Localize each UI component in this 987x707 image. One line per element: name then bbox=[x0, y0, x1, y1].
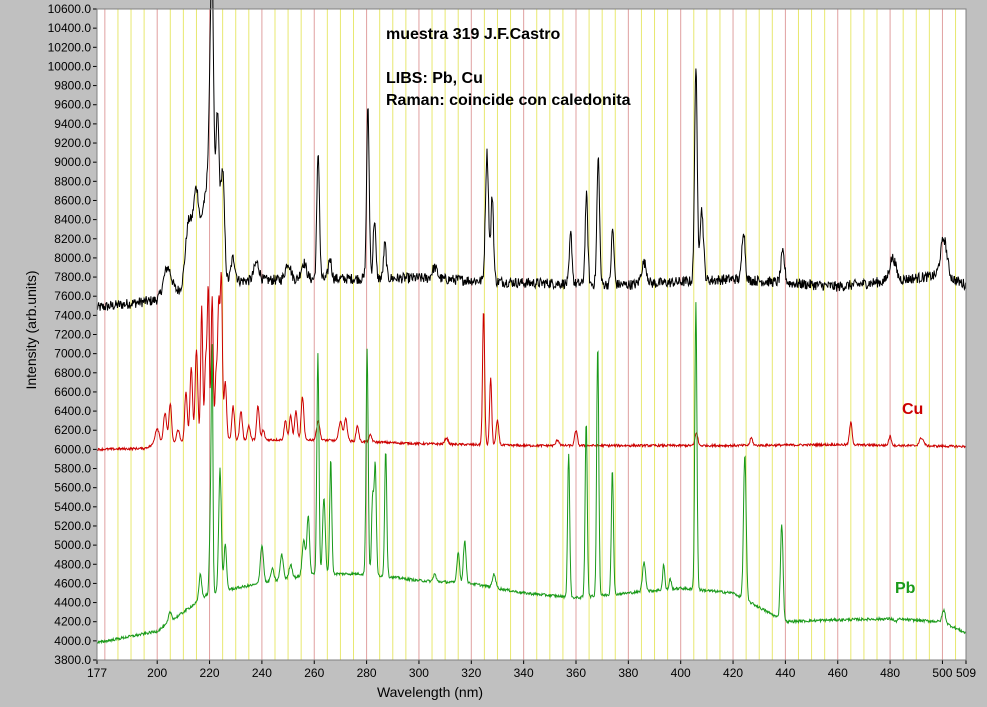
x-tick-label: 300 bbox=[409, 666, 429, 680]
y-tick-label: 5200.0 bbox=[54, 519, 91, 533]
x-axis-label: Wavelength (nm) bbox=[377, 684, 483, 700]
y-tick-label: 5400.0 bbox=[54, 500, 91, 514]
series-label-cu: Cu bbox=[902, 401, 923, 418]
y-axis-label: Intensity (arb.units) bbox=[23, 270, 39, 389]
y-tick-label: 6600.0 bbox=[54, 385, 91, 399]
series-label-pb: Pb bbox=[895, 580, 916, 597]
y-tick-label: 7000.0 bbox=[54, 347, 91, 361]
x-tick-label: 320 bbox=[461, 666, 481, 680]
annotation-libs: LIBS: Pb, Cu bbox=[386, 70, 483, 87]
y-tick-label: 9200.0 bbox=[54, 136, 91, 150]
y-tick-label: 10600.0 bbox=[48, 2, 92, 16]
y-tick-label: 7400.0 bbox=[54, 308, 91, 322]
y-tick-label: 10000.0 bbox=[48, 59, 92, 73]
y-tick-label: 5600.0 bbox=[54, 481, 91, 495]
y-tick-label: 8400.0 bbox=[54, 213, 91, 227]
y-tick-label: 9800.0 bbox=[54, 79, 91, 93]
x-tick-label: 380 bbox=[618, 666, 638, 680]
x-tick-label: 509 bbox=[956, 666, 976, 680]
y-tick-label: 5800.0 bbox=[54, 462, 91, 476]
y-tick-label: 9000.0 bbox=[54, 155, 91, 169]
y-tick-label: 8600.0 bbox=[54, 193, 91, 207]
x-tick-label: 340 bbox=[514, 666, 534, 680]
y-tick-label: 6400.0 bbox=[54, 404, 91, 418]
y-tick-label: 8800.0 bbox=[54, 174, 91, 188]
x-tick-label: 460 bbox=[828, 666, 848, 680]
y-tick-label: 8000.0 bbox=[54, 251, 91, 265]
series-lines bbox=[96, 0, 967, 645]
y-tick-label: 7200.0 bbox=[54, 328, 91, 342]
y-tick-label: 4600.0 bbox=[54, 576, 91, 590]
x-tick-label: 420 bbox=[723, 666, 743, 680]
x-axis-ticks: 177 200 220 240 260 280 300 320 340 360 380 400 420 4… bbox=[87, 660, 976, 680]
y-tick-label: 4800.0 bbox=[54, 557, 91, 571]
y-axis-ticks: 3800.0 4000.0 4200.0 4400.0 4600.0 4800.0 5000… bbox=[48, 2, 97, 667]
x-tick-label: 360 bbox=[566, 666, 586, 680]
x-tick-label: 440 bbox=[775, 666, 795, 680]
y-tick-label: 7800.0 bbox=[54, 270, 91, 284]
y-tick-label: 9400.0 bbox=[54, 117, 91, 131]
annotation-sample: muestra 319 J.F.Castro bbox=[386, 26, 561, 43]
series-line-1 bbox=[96, 271, 967, 452]
x-tick-label: 480 bbox=[880, 666, 900, 680]
series-line-2 bbox=[96, 302, 967, 645]
y-tick-label: 8200.0 bbox=[54, 232, 91, 246]
x-tick-label: 200 bbox=[147, 666, 167, 680]
series-line-0 bbox=[96, 0, 967, 311]
y-tick-label: 5000.0 bbox=[54, 538, 91, 552]
y-tick-label: 4200.0 bbox=[54, 615, 91, 629]
y-tick-label: 6800.0 bbox=[54, 366, 91, 380]
y-tick-label: 9600.0 bbox=[54, 98, 91, 112]
x-tick-label: 240 bbox=[252, 666, 272, 680]
plot-area bbox=[97, 9, 966, 660]
y-tick-label: 3800.0 bbox=[54, 653, 91, 667]
y-tick-label: 7600.0 bbox=[54, 289, 91, 303]
x-tick-label: 260 bbox=[304, 666, 324, 680]
y-tick-label: 6200.0 bbox=[54, 423, 91, 437]
x-tick-label: 400 bbox=[671, 666, 691, 680]
plot-border bbox=[96, 8, 967, 661]
y-tick-label: 4000.0 bbox=[54, 634, 91, 648]
y-tick-label: 6000.0 bbox=[54, 442, 91, 456]
y-tick-label: 4400.0 bbox=[54, 596, 91, 610]
x-tick-label: 500 bbox=[932, 666, 952, 680]
x-tick-label: 220 bbox=[200, 666, 220, 680]
y-tick-label: 10400.0 bbox=[48, 21, 92, 35]
x-tick-label: 177 bbox=[87, 666, 107, 680]
x-tick-label: 280 bbox=[357, 666, 377, 680]
annotation-raman: Raman: coincide con caledonita bbox=[386, 92, 631, 109]
y-tick-label: 10200.0 bbox=[48, 40, 92, 54]
